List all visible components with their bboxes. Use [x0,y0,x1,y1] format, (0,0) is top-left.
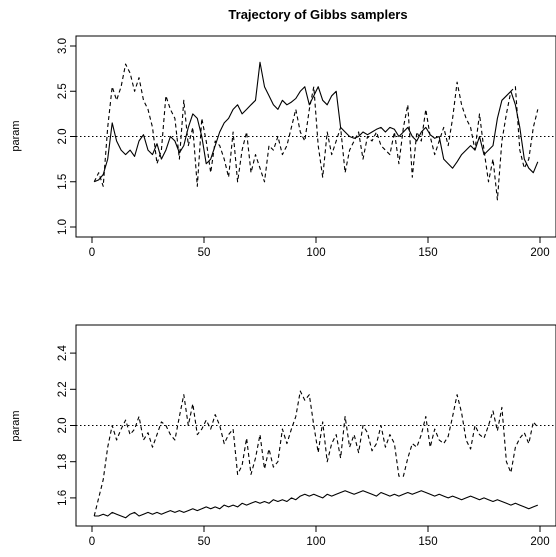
series-line-solid [93,61,539,183]
series-line-dashed [93,390,539,517]
y-tick-label: 1.5 [57,174,69,190]
x-axis: 0 50 100 150 200 [89,525,550,548]
panel-bottom: 0 50 100 150 200 1.6 1.8 2.0 2.2 2.4 param [10,324,556,548]
y-axis-label: param [10,410,22,441]
x-tick-label: 200 [530,536,549,548]
x-tick-label: 150 [418,247,437,259]
y-tick-label: 2.0 [57,129,69,145]
series-layer [93,390,539,519]
x-tick-label: 200 [530,247,549,259]
x-tick-label: 0 [89,536,95,548]
y-axis: 1.0 1.5 2.0 2.5 3.0 [57,38,77,235]
y-axis-label: param [10,120,22,151]
y-tick-label: 2.4 [57,345,69,362]
y-tick-label: 2.2 [57,381,69,397]
y-axis: 1.6 1.8 2.0 2.2 2.4 [57,345,77,506]
x-tick-label: 100 [306,536,325,548]
panel-top: 0 50 100 150 200 1.0 1.5 2.0 2.5 3.0 param [10,35,556,259]
x-axis: 0 50 100 150 200 [89,236,550,259]
chart-title: Trajectory of Gibbs samplers [228,7,407,22]
y-tick-label: 1.0 [57,219,69,235]
series-line-dashed [93,63,539,201]
y-tick-label: 1.8 [57,454,69,470]
y-tick-label: 1.6 [57,490,69,506]
x-tick-label: 50 [198,536,211,548]
x-tick-label: 50 [198,247,211,259]
x-tick-label: 100 [306,247,325,259]
x-tick-label: 0 [89,247,95,259]
series-layer [93,61,539,201]
y-tick-label: 2.0 [57,418,69,434]
y-tick-label: 3.0 [57,38,69,54]
y-tick-label: 2.5 [57,83,69,99]
x-tick-label: 150 [418,536,437,548]
series-line-solid [94,490,539,519]
